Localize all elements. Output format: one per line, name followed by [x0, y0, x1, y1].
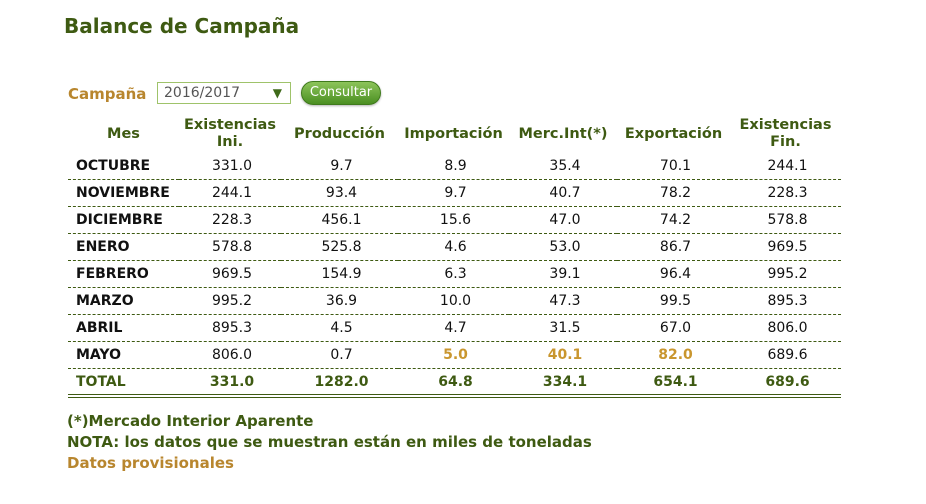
- cell-exp: 99.5: [617, 287, 730, 315]
- table-row: MARZO 995.2 36.9 10.0 47.3 99.5 895.3: [68, 287, 841, 315]
- campaign-label: Campaña: [68, 85, 147, 103]
- cell-merc: 35.4: [509, 153, 617, 180]
- cell-merc: 47.0: [509, 206, 617, 234]
- cell-merc: 47.3: [509, 287, 617, 315]
- cell-prod: 9.7: [281, 153, 398, 180]
- footnote-provisional: Datos provisionales: [67, 454, 234, 472]
- footnote-mercado: (*)Mercado Interior Aparente: [67, 412, 314, 430]
- header-mes: Mes: [107, 125, 140, 142]
- cell-ini: 806.0: [179, 341, 281, 369]
- cell-imp: 8.9: [398, 153, 509, 180]
- table-row: MAYO 806.0 0.7 5.0 40.1 82.0 689.6: [68, 341, 841, 369]
- total-ini: 331.0: [179, 368, 281, 398]
- cell-imp: 4.7: [398, 314, 509, 342]
- cell-exp: 70.1: [617, 153, 730, 180]
- cell-prod: 4.5: [281, 314, 398, 342]
- campaign-select-value: 2016/2017: [164, 85, 240, 101]
- cell-fin: 806.0: [730, 314, 841, 342]
- cell-imp: 6.3: [398, 260, 509, 288]
- table-header-row: Mes Existencias Ini. Producción Importac…: [68, 115, 841, 153]
- footnotes: (*)Mercado Interior Aparente NOTA: los d…: [67, 411, 592, 474]
- cell-prod: 525.8: [281, 233, 398, 261]
- cell-ini: 331.0: [179, 153, 281, 180]
- cell-merc: 53.0: [509, 233, 617, 261]
- cell-fin: 995.2: [730, 260, 841, 288]
- cell-mes: MARZO: [68, 287, 179, 315]
- consultar-button[interactable]: Consultar: [301, 81, 381, 105]
- total-fin: 689.6: [730, 368, 841, 398]
- cell-fin: 244.1: [730, 153, 841, 180]
- cell-prod: 0.7: [281, 341, 398, 369]
- cell-prod: 456.1: [281, 206, 398, 234]
- header-existencias-fin: Existencias Fin.: [739, 117, 832, 150]
- cell-exp: 78.2: [617, 179, 730, 207]
- cell-imp: 4.6: [398, 233, 509, 261]
- cell-mes: NOVIEMBRE: [68, 179, 179, 207]
- campaign-select[interactable]: 2016/2017 ▼: [157, 82, 291, 104]
- cell-imp: 9.7: [398, 179, 509, 207]
- cell-ini: 244.1: [179, 179, 281, 207]
- table-row: DICIEMBRE 228.3 456.1 15.6 47.0 74.2 578…: [68, 206, 841, 234]
- footnote-nota: NOTA: los datos que se muestran están en…: [67, 433, 592, 451]
- cell-ini: 995.2: [179, 287, 281, 315]
- cell-fin: 689.6: [730, 341, 841, 369]
- cell-exp: 67.0: [617, 314, 730, 342]
- header-exportacion: Exportación: [624, 125, 723, 142]
- triangle-down-icon[interactable]: ▼: [272, 86, 282, 100]
- cell-prod: 154.9: [281, 260, 398, 288]
- cell-mes: OCTUBRE: [68, 153, 179, 180]
- cell-mes: ENERO: [68, 233, 179, 261]
- cell-mes: ABRIL: [68, 314, 179, 342]
- cell-ini: 228.3: [179, 206, 281, 234]
- cell-prod: 93.4: [281, 179, 398, 207]
- cell-merc: 40.7: [509, 179, 617, 207]
- cell-merc: 31.5: [509, 314, 617, 342]
- total-imp: 64.8: [398, 368, 509, 398]
- cell-mes: DICIEMBRE: [68, 206, 179, 234]
- cell-fin: 578.8: [730, 206, 841, 234]
- cell-exp: 96.4: [617, 260, 730, 288]
- cell-ini: 969.5: [179, 260, 281, 288]
- cell-imp: 15.6: [398, 206, 509, 234]
- header-existencias-ini: Existencias Ini.: [184, 117, 276, 150]
- cell-prod: 36.9: [281, 287, 398, 315]
- cell-exp: 74.2: [617, 206, 730, 234]
- header-importacion: Importación: [404, 125, 503, 142]
- total-row: TOTAL 331.0 1282.0 64.8 334.1 654.1 689.…: [68, 368, 841, 398]
- cell-ini: 895.3: [179, 314, 281, 342]
- table-row: NOVIEMBRE 244.1 93.4 9.7 40.7 78.2 228.3: [68, 179, 841, 207]
- cell-ini: 578.8: [179, 233, 281, 261]
- balance-table: Mes Existencias Ini. Producción Importac…: [68, 115, 841, 398]
- page-title: Balance de Campaña: [64, 14, 300, 38]
- cell-merc: 39.1: [509, 260, 617, 288]
- total-merc: 334.1: [509, 368, 617, 398]
- cell-imp: 10.0: [398, 287, 509, 315]
- cell-imp-highlight: 5.0: [398, 341, 509, 369]
- table-row: OCTUBRE 331.0 9.7 8.9 35.4 70.1 244.1: [68, 153, 841, 180]
- table-row: FEBRERO 969.5 154.9 6.3 39.1 96.4 995.2: [68, 260, 841, 288]
- cell-mes: MAYO: [68, 341, 179, 369]
- cell-fin: 895.3: [730, 287, 841, 315]
- header-produccion: Producción: [294, 125, 385, 142]
- header-merc-int: Merc.Int(*): [518, 125, 608, 142]
- cell-fin: 969.5: [730, 233, 841, 261]
- table-row: ENERO 578.8 525.8 4.6 53.0 86.7 969.5: [68, 233, 841, 261]
- total-label: TOTAL: [68, 368, 179, 398]
- table-row: ABRIL 895.3 4.5 4.7 31.5 67.0 806.0: [68, 314, 841, 342]
- total-exp: 654.1: [617, 368, 730, 398]
- cell-fin: 228.3: [730, 179, 841, 207]
- total-prod: 1282.0: [281, 368, 398, 398]
- cell-exp: 86.7: [617, 233, 730, 261]
- cell-exp-highlight: 82.0: [617, 341, 730, 369]
- cell-merc-highlight: 40.1: [509, 341, 617, 369]
- cell-mes: FEBRERO: [68, 260, 179, 288]
